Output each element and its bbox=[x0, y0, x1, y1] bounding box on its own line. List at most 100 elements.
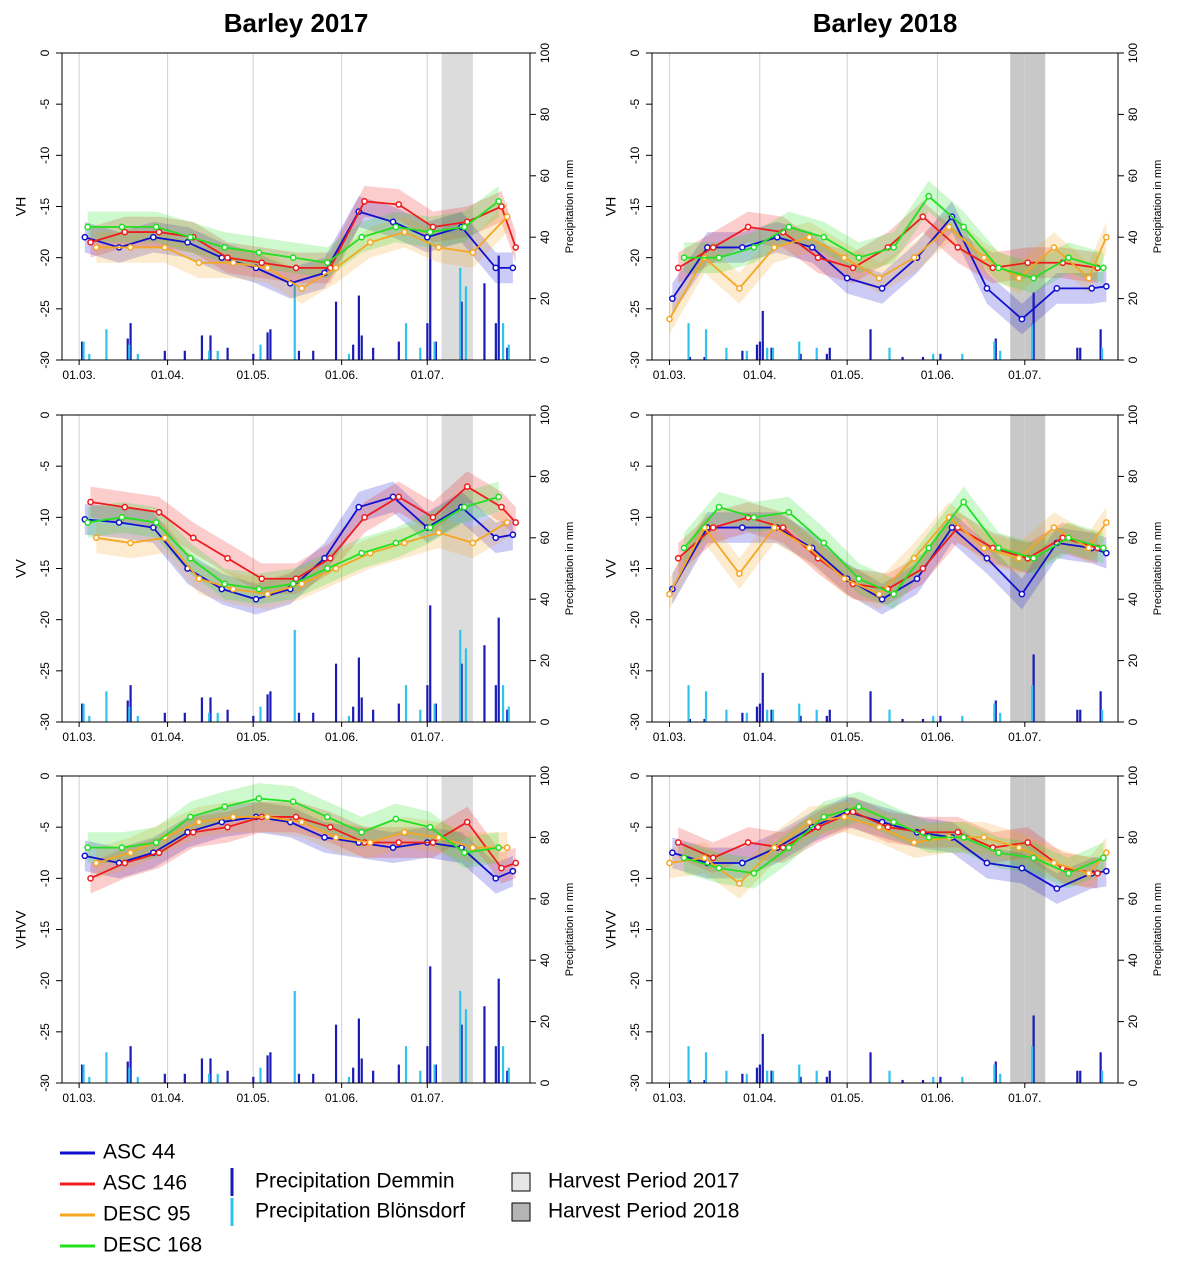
precipitation-bar bbox=[688, 1079, 692, 1083]
series-point bbox=[229, 259, 237, 267]
series-point bbox=[1088, 285, 1096, 292]
series-point bbox=[1094, 869, 1101, 877]
y-tick-label: -10 bbox=[38, 146, 52, 164]
series-point bbox=[324, 259, 331, 267]
series-point bbox=[669, 849, 676, 857]
series-point bbox=[666, 315, 673, 323]
x-tick-label: 01.07. bbox=[411, 730, 444, 744]
y2-tick-label: 20 bbox=[538, 654, 552, 668]
series-point bbox=[890, 818, 898, 826]
precipitation-bar bbox=[815, 1070, 818, 1083]
series-point bbox=[426, 524, 434, 531]
precipitation-bar bbox=[771, 1070, 775, 1083]
precipitation-bar bbox=[259, 1067, 262, 1083]
precipitation-bar bbox=[297, 350, 301, 360]
series-point bbox=[358, 828, 365, 836]
series-point bbox=[264, 813, 271, 821]
series-point bbox=[1015, 274, 1023, 282]
series-point bbox=[195, 575, 203, 583]
confidence-band bbox=[90, 186, 516, 284]
precipitation-bar bbox=[266, 694, 269, 722]
series-point bbox=[121, 859, 129, 867]
series-point bbox=[1103, 519, 1110, 526]
series-point bbox=[980, 544, 988, 552]
series-point bbox=[820, 233, 828, 241]
precipitation-bar bbox=[994, 338, 997, 360]
series-point bbox=[954, 244, 962, 251]
precipitation-bar bbox=[825, 353, 828, 360]
series-point bbox=[218, 585, 226, 593]
precipitation-bar bbox=[259, 344, 262, 360]
precipitation-bar bbox=[1076, 347, 1079, 360]
series-point bbox=[925, 192, 933, 200]
precipitation-bar bbox=[1101, 347, 1104, 360]
y2-tick-label: 20 bbox=[1126, 1015, 1140, 1029]
series-point bbox=[666, 590, 673, 598]
series-point bbox=[358, 233, 365, 241]
precipitation-bar bbox=[961, 715, 964, 722]
y2-tick-label: 60 bbox=[538, 892, 552, 906]
precipitation-bar bbox=[687, 1046, 690, 1083]
harvest-period bbox=[441, 53, 473, 360]
precipitation-bar bbox=[293, 283, 296, 360]
precipitation-bar bbox=[433, 1064, 436, 1083]
precipitation-bar bbox=[129, 1046, 132, 1083]
series-point bbox=[326, 554, 334, 562]
precipitation-bar bbox=[357, 1018, 360, 1083]
series-point bbox=[298, 818, 306, 826]
series-point bbox=[498, 203, 505, 210]
series-point bbox=[429, 223, 437, 231]
series-point bbox=[84, 223, 92, 231]
precipitation-bar bbox=[459, 629, 462, 722]
precipitation-bar bbox=[459, 990, 462, 1083]
precipitation-bar bbox=[494, 685, 497, 722]
y2-tick-label: 80 bbox=[1126, 830, 1140, 844]
y-axis-label: VHVV bbox=[13, 910, 29, 949]
panel-title: Barley 2018 bbox=[813, 8, 958, 38]
series-point bbox=[289, 254, 297, 262]
precipitation-bar bbox=[745, 350, 748, 360]
y2-tick-label: 80 bbox=[538, 830, 552, 844]
series-point bbox=[1024, 839, 1032, 846]
y-axis-label: VH bbox=[603, 197, 619, 216]
precipitation-bar bbox=[434, 703, 438, 722]
legend-label: Harvest Period 2018 bbox=[548, 1200, 739, 1223]
series-point bbox=[298, 580, 306, 588]
precipitation-bar bbox=[921, 718, 925, 722]
precipitation-bar bbox=[507, 344, 510, 360]
series-point bbox=[1053, 885, 1061, 892]
y2-tick-label: 40 bbox=[538, 592, 552, 606]
precipitation-bar bbox=[216, 350, 219, 360]
series-point bbox=[849, 808, 857, 816]
precipitation-bar bbox=[269, 1052, 272, 1083]
series-point bbox=[785, 508, 793, 516]
y2-tick-label: 40 bbox=[538, 230, 552, 244]
series-point bbox=[492, 264, 500, 272]
precipitation-bar bbox=[460, 301, 463, 360]
precipitation-bar bbox=[88, 353, 91, 360]
precipitation-bar bbox=[209, 335, 212, 360]
series-point bbox=[1018, 590, 1026, 598]
precipitation-bar bbox=[208, 1073, 211, 1083]
y2-tick-label: 60 bbox=[1126, 892, 1140, 906]
y-axis-label: VHVV bbox=[603, 910, 619, 949]
series-point bbox=[738, 524, 746, 531]
series-point bbox=[221, 803, 229, 811]
precipitation-bar bbox=[128, 1067, 131, 1083]
y-tick-label: -10 bbox=[628, 146, 642, 164]
series-point bbox=[983, 554, 991, 562]
x-tick-label: 01.07. bbox=[1008, 730, 1041, 744]
series-point bbox=[840, 575, 848, 583]
precipitation-bar bbox=[1032, 1015, 1035, 1083]
series-point bbox=[87, 498, 94, 506]
x-tick-label: 01.03. bbox=[62, 730, 95, 744]
series-point bbox=[1100, 264, 1107, 272]
precipitation-bar bbox=[334, 663, 338, 722]
precipitation-bar bbox=[1032, 654, 1035, 722]
precipitation-bar bbox=[297, 1073, 301, 1083]
y-tick-label: 0 bbox=[628, 772, 642, 779]
precipitation-bar bbox=[766, 347, 769, 360]
series-point bbox=[469, 539, 477, 547]
series-line bbox=[90, 200, 517, 269]
precipitation-bar bbox=[483, 1006, 486, 1083]
